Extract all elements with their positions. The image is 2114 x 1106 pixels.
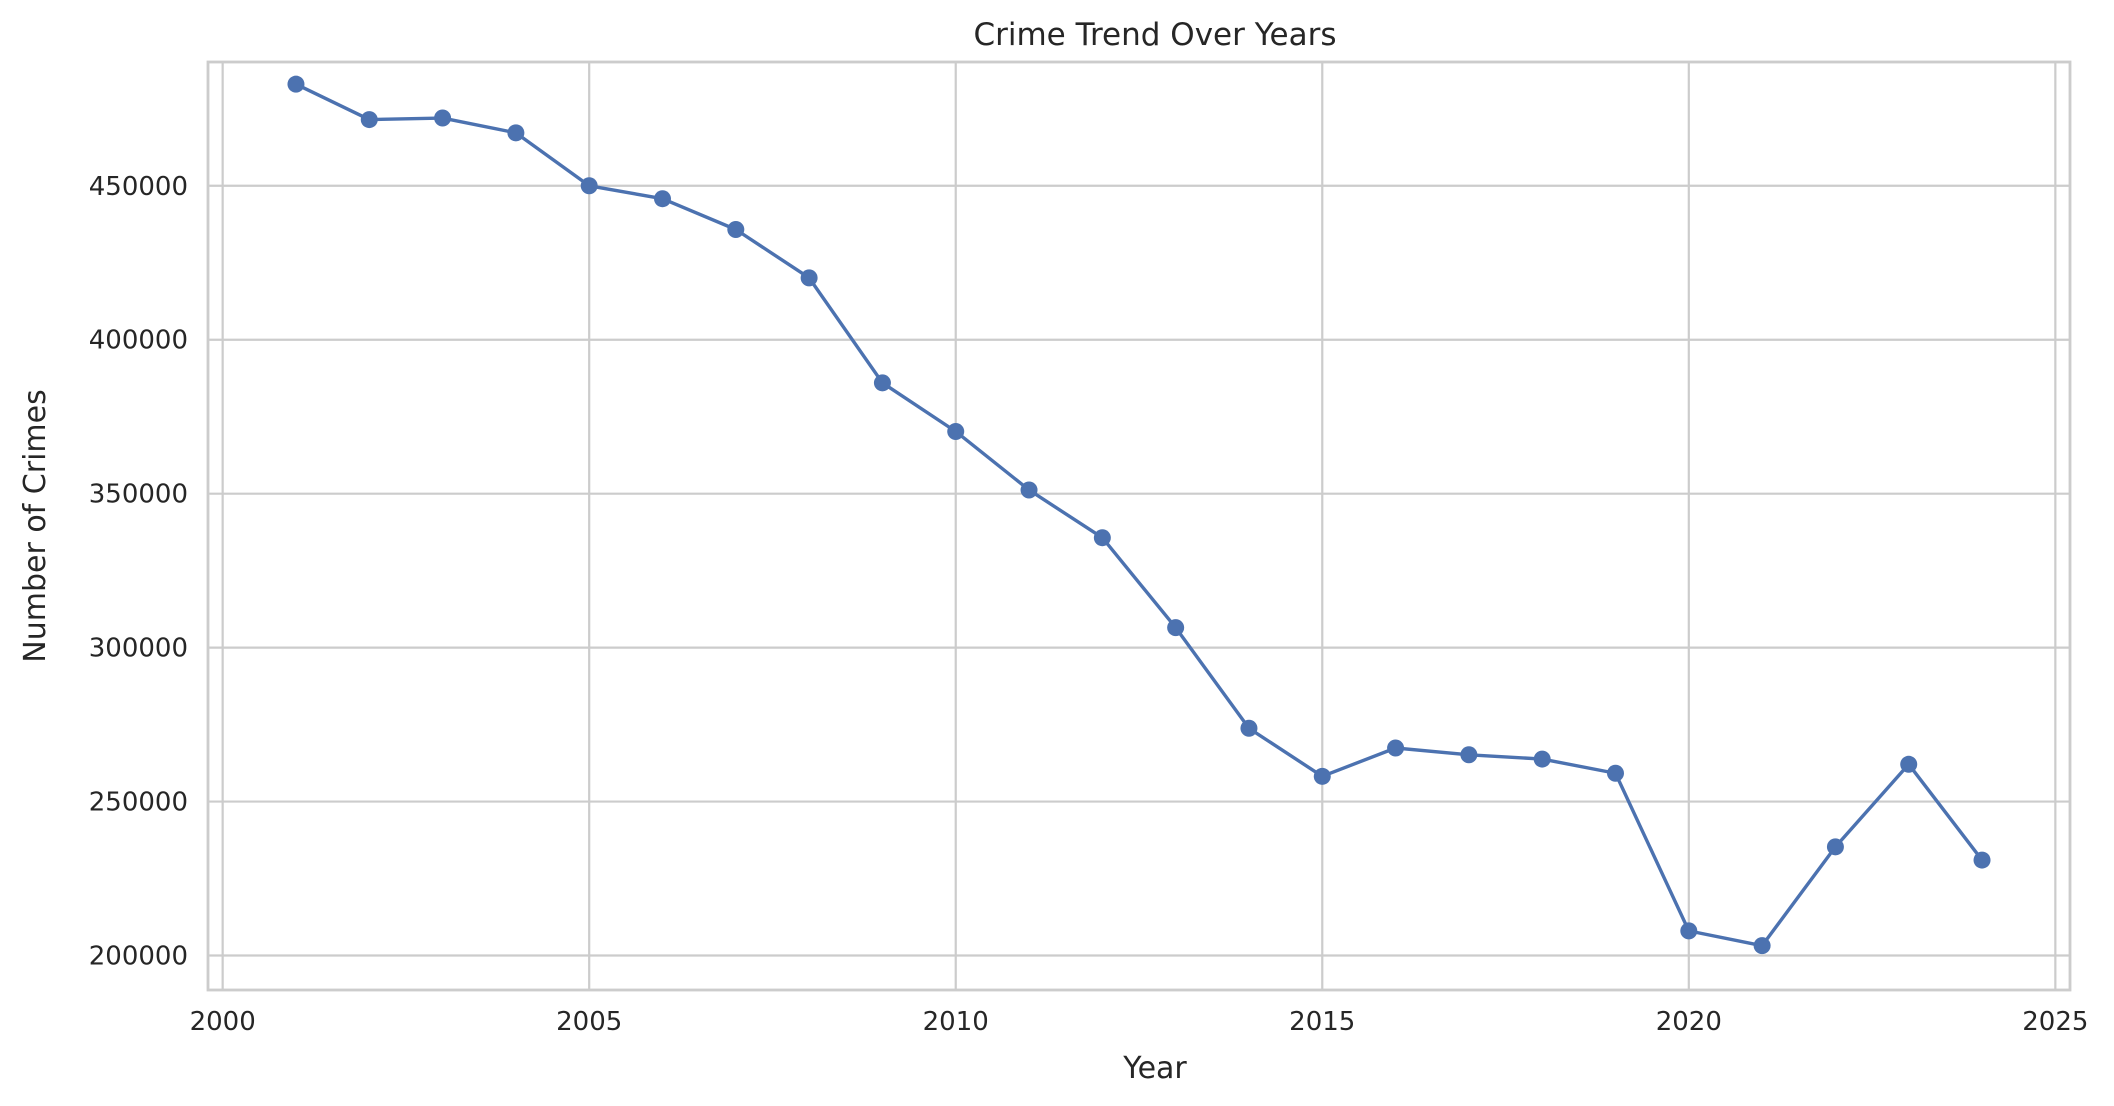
axes-frame xyxy=(206,60,2072,992)
data-point xyxy=(654,190,672,208)
grid xyxy=(208,62,2070,990)
data-point xyxy=(360,111,378,129)
data-point xyxy=(947,422,965,440)
data-point xyxy=(1900,755,1918,773)
x-tick-label: 2010 xyxy=(923,1007,989,1037)
data-point xyxy=(1460,746,1478,764)
data-point xyxy=(1020,481,1038,499)
data-point xyxy=(1313,767,1331,785)
data-point xyxy=(873,374,891,392)
data-point xyxy=(1606,764,1624,782)
data-point xyxy=(1973,851,1991,869)
y-tick-label: 400000 xyxy=(89,326,188,356)
x-tick-labels: 2000 2005 2010 2015 2020 2025 xyxy=(190,1007,2089,1037)
x-tick-label: 2000 xyxy=(190,1007,256,1037)
x-tick-label: 2015 xyxy=(1289,1007,1355,1037)
data-point xyxy=(434,109,452,127)
plot-frame xyxy=(206,60,2072,992)
x-tick-label: 2025 xyxy=(2022,1007,2088,1037)
y-tick-label: 350000 xyxy=(89,480,188,510)
y-tick-label: 250000 xyxy=(89,788,188,818)
data-point xyxy=(1680,922,1698,940)
y-axis-label: Number of Crimes xyxy=(18,389,53,662)
data-point xyxy=(1240,719,1258,737)
series-line xyxy=(294,82,1984,948)
x-tick-label: 2020 xyxy=(1656,1007,1722,1037)
data-point xyxy=(287,75,305,93)
data-point xyxy=(580,177,598,195)
y-tick-label: 450000 xyxy=(89,172,188,202)
data-point xyxy=(1753,937,1771,955)
y-tick-label: 300000 xyxy=(89,634,188,664)
data-point xyxy=(727,220,745,238)
x-axis-label: Year xyxy=(1122,1051,1187,1086)
chart-title: Crime Trend Over Years xyxy=(973,17,1336,53)
series-layer xyxy=(287,75,1991,955)
x-tick-label: 2005 xyxy=(556,1007,622,1037)
y-tick-labels: 200000 250000 300000 350000 400000 450000 xyxy=(89,172,188,972)
data-point xyxy=(1533,750,1551,768)
data-point xyxy=(1826,838,1844,856)
data-point xyxy=(1387,739,1405,757)
data-point xyxy=(507,124,525,142)
data-point xyxy=(800,269,818,287)
data-point xyxy=(1093,529,1111,547)
data-point xyxy=(1167,619,1185,637)
y-tick-label: 200000 xyxy=(89,942,188,972)
